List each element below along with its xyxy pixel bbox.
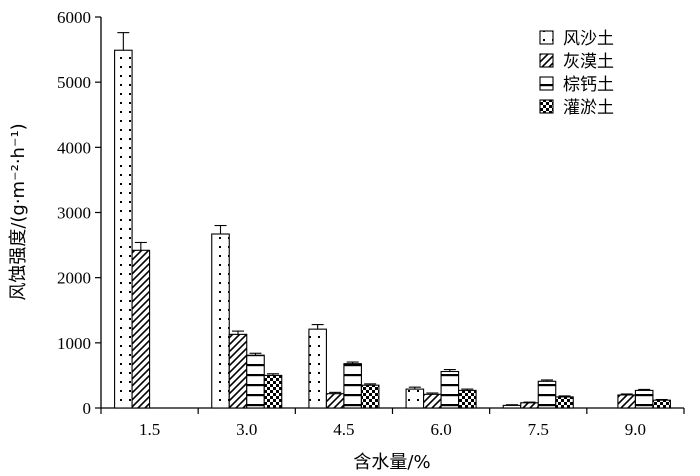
x-axis-title: 含水量/% (353, 452, 430, 473)
bar (131, 249, 151, 409)
bar (246, 354, 265, 409)
bars (114, 32, 671, 409)
bar (617, 394, 636, 409)
x-tick-label: 1.5 (139, 420, 160, 439)
bar (360, 384, 380, 409)
legend-label: 风沙土 (563, 29, 614, 49)
x-tick-label: 6.0 (430, 420, 451, 439)
bar (114, 49, 133, 409)
bar (440, 370, 460, 409)
legend-label: 灰漠土 (563, 52, 614, 72)
bar (263, 374, 283, 409)
y-tick-label: 1000 (57, 334, 91, 353)
bar (537, 380, 557, 409)
bar (555, 396, 574, 409)
bar (634, 389, 654, 409)
x-tick-label: 9.0 (625, 420, 646, 439)
legend-label: 棕钙土 (563, 75, 614, 95)
bar (325, 393, 345, 409)
legend-swatch (539, 99, 554, 114)
y-tick-label: 2000 (57, 269, 91, 288)
x-ticks: 1.5 3.0 4.5 6.0 7.5 9.0 (100, 408, 685, 439)
legend-swatch (539, 76, 554, 91)
bar (308, 328, 327, 409)
x-tick-label: 4.5 (333, 420, 354, 439)
bar (423, 393, 442, 409)
y-tick-label: 5000 (57, 73, 91, 92)
legend-swatch (539, 53, 554, 68)
x-tick-label: 3.0 (236, 420, 257, 439)
x-tick-label: 7.5 (528, 420, 549, 439)
bar (502, 404, 522, 409)
bar (211, 233, 230, 409)
y-ticks: 0 1000 2000 3000 4000 5000 6000 (57, 8, 101, 418)
y-tick-label: 4000 (57, 138, 91, 157)
bar (520, 402, 539, 409)
bar (343, 363, 362, 409)
legend-label: 灌淤土 (563, 98, 614, 118)
bar (228, 333, 248, 409)
bar (652, 399, 671, 409)
legend-swatch (539, 30, 554, 45)
y-tick-label: 6000 (57, 8, 91, 27)
bar (458, 389, 477, 409)
y-tick-label: 3000 (57, 204, 91, 223)
y-tick-label: 0 (83, 399, 92, 418)
y-axis-title: 风蚀强度/(g·m⁻²·h⁻¹) (8, 123, 29, 300)
bar (405, 388, 425, 409)
